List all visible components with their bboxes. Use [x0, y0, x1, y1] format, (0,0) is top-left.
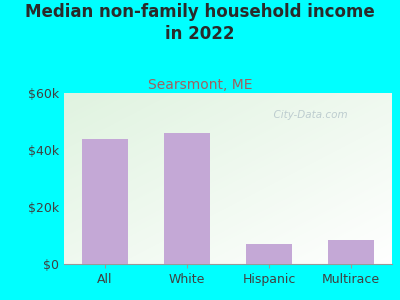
Text: City-Data.com: City-Data.com: [267, 110, 348, 120]
Text: Median non-family household income
in 2022: Median non-family household income in 20…: [25, 3, 375, 43]
Text: Searsmont, ME: Searsmont, ME: [148, 78, 252, 92]
Bar: [164, 133, 210, 264]
Bar: [246, 244, 292, 264]
Bar: [328, 240, 374, 264]
Bar: [82, 139, 128, 264]
